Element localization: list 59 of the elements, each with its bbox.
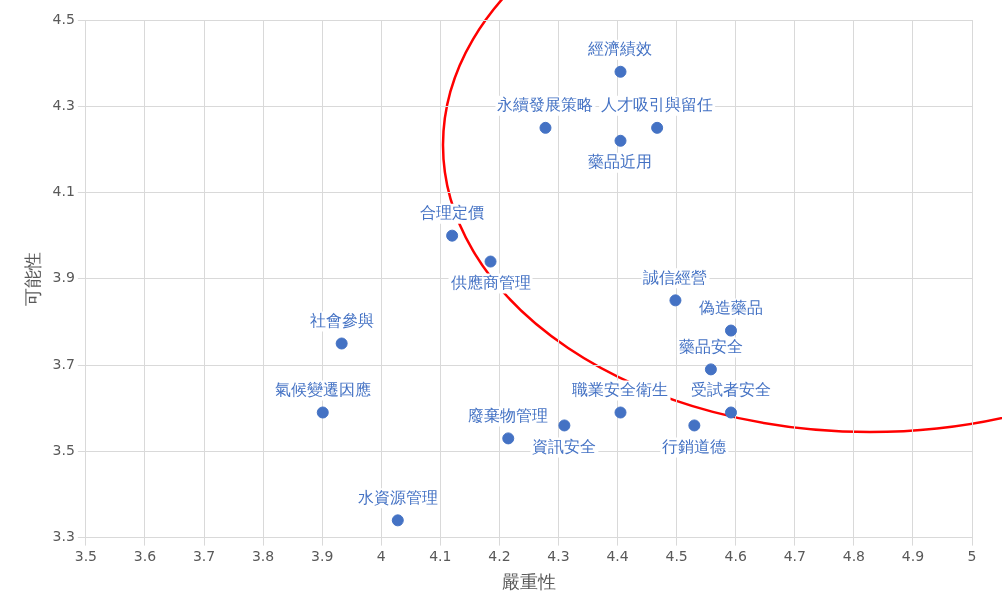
y-tick-label: 3.7 [52,355,75,372]
annotation: 合理定價 [420,202,485,222]
point [724,406,737,419]
y-tick-label: 3.9 [52,269,75,286]
x-tick-label: 4.8 [842,547,865,564]
annotation: 供應商管理 [450,272,531,292]
annotation: 誠信經營 [643,267,708,287]
x-tick-label: 4.9 [901,547,925,564]
x-tick-label: 3.9 [311,547,334,564]
x-tick-label: 4.4 [606,547,629,564]
point [724,324,737,337]
annotation: 廢棄物管理 [468,405,549,425]
point [484,255,497,268]
annotation: 資訊安全 [532,436,597,456]
x-tick-label: 3.5 [74,547,97,564]
point [669,294,682,307]
point [614,134,627,147]
annotation: 經濟績效 [587,38,653,58]
x-tick-label: 4.2 [488,547,511,564]
annotation: 藥品近用 [588,151,653,171]
x-tick-label: 5 [967,547,977,564]
annotation: 水資源管理 [357,487,438,507]
annotation: 氣候變遷因應 [274,379,371,399]
point [558,419,571,432]
point [316,406,329,419]
point [651,121,664,134]
point [446,229,459,242]
annotation: 職業安全衛生 [572,379,669,399]
annotation: 人才吸引與留任 [601,94,714,114]
x-tick-label: 4.5 [665,547,688,564]
point [614,65,627,78]
x-tick-label: 3.7 [192,547,216,564]
x-axis-title: 嚴重性 [501,570,556,592]
annotation: 社會參與 [309,310,374,330]
point [391,514,404,527]
annotation: 偽造藥品 [698,297,763,317]
y-tick-label: 4.5 [52,10,75,27]
y-tick-label: 3.5 [52,441,75,458]
point [614,406,627,419]
annotation: 藥品安全 [678,336,743,356]
x-tick-label: 4.3 [547,547,570,564]
annotation: 受試者安全 [690,379,771,399]
point [704,363,717,376]
x-tick-label: 4 [376,547,386,564]
point [539,121,552,134]
x-tick-label: 3.8 [251,547,275,564]
y-tick-label: 3.3 [52,528,75,545]
x-tick-label: 4.7 [783,547,806,564]
point [688,419,701,432]
y-axis-title: 可能性 [22,251,44,306]
annotation: 行銷道德 [662,436,727,456]
point [335,337,348,350]
x-tick-label: 4.6 [724,547,747,564]
x-tick-label: 3.6 [133,547,157,564]
annotation: 永續發展策略 [497,94,594,114]
x-tick-label: 4.1 [429,547,452,564]
point [502,432,515,445]
y-tick-label: 4.3 [52,96,75,113]
y-tick-label: 4.1 [52,183,75,200]
